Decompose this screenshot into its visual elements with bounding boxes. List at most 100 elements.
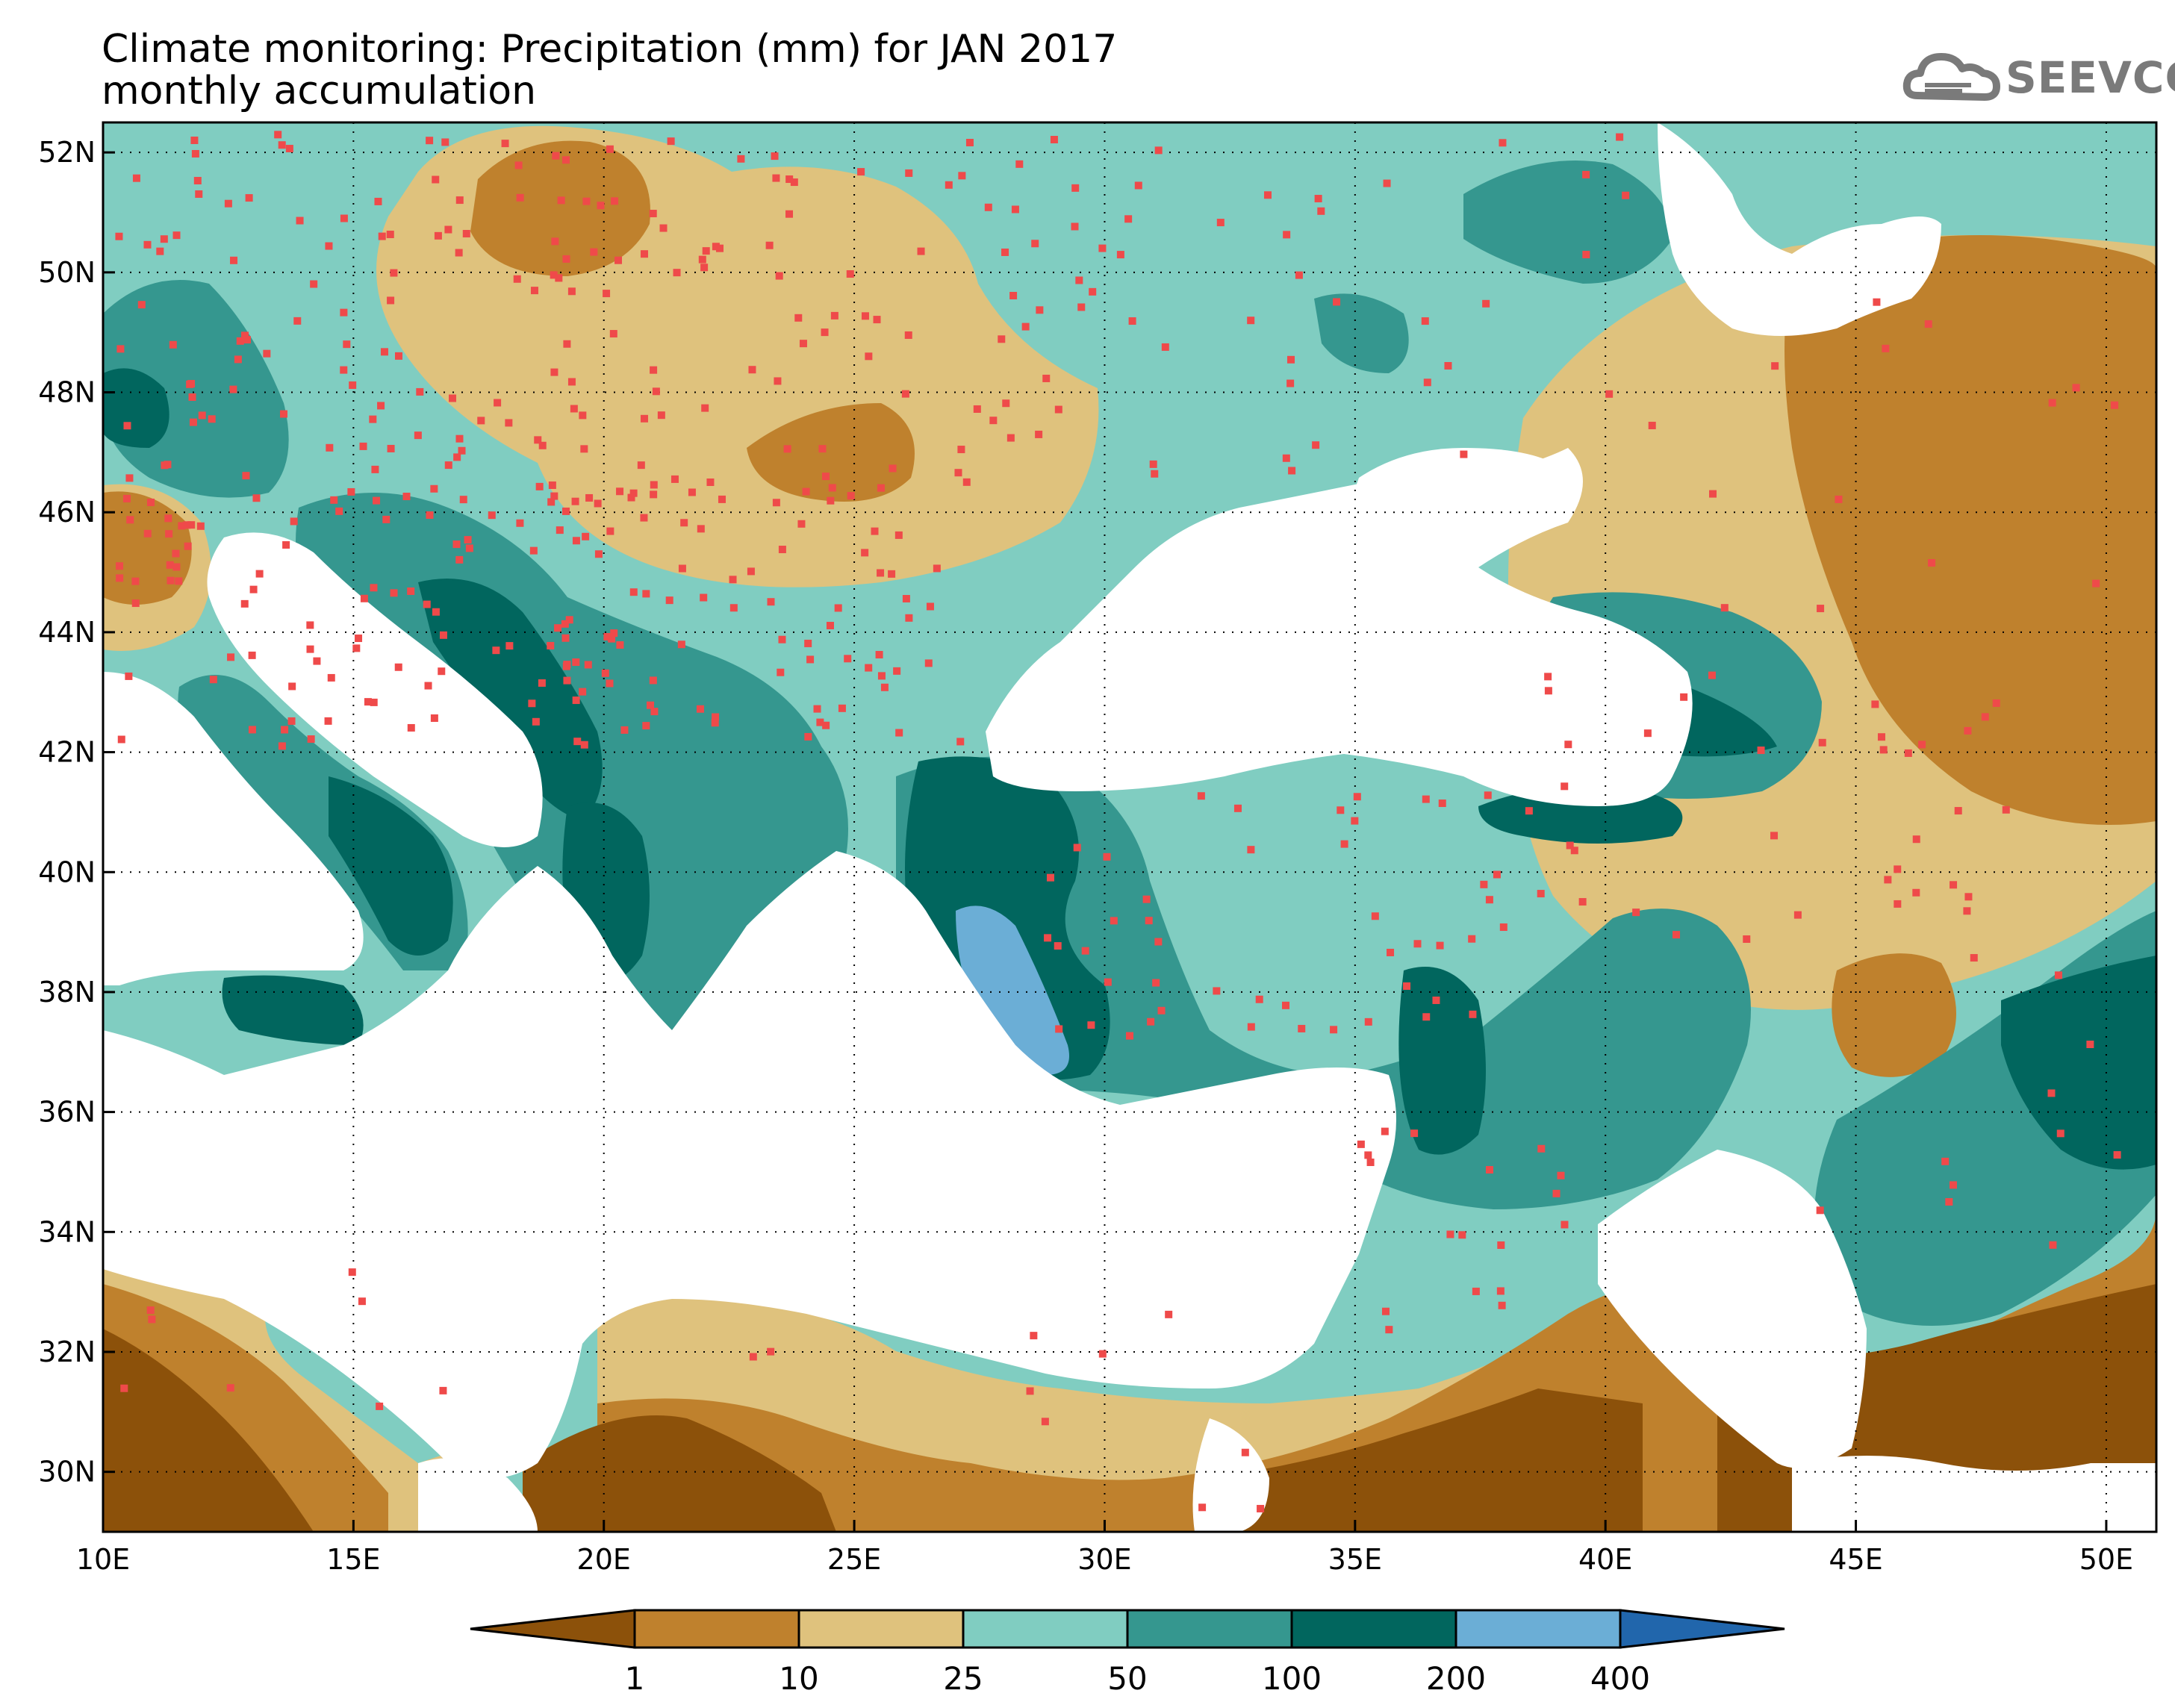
station-marker: [1050, 136, 1058, 144]
station-marker: [712, 713, 720, 721]
lat-tick-label: 30N: [38, 1456, 96, 1489]
lat-tick-label: 46N: [38, 496, 96, 529]
station-marker: [175, 577, 183, 585]
station-marker: [2047, 1089, 2056, 1097]
station-marker: [1283, 231, 1291, 239]
station-marker: [1134, 181, 1142, 190]
station-marker: [603, 290, 611, 298]
station-marker: [156, 247, 164, 255]
station-marker: [347, 487, 355, 496]
station-marker: [376, 1402, 384, 1410]
station-marker: [802, 487, 810, 496]
station-marker: [2056, 1129, 2064, 1138]
station-marker: [572, 658, 580, 666]
region-brown-central: [747, 403, 915, 502]
lat-tick-label: 40N: [38, 855, 96, 888]
station-marker: [1482, 299, 1490, 308]
station-marker: [327, 673, 335, 682]
station-marker: [834, 604, 842, 612]
station-marker: [423, 600, 431, 608]
station-marker: [893, 667, 901, 675]
station-marker: [1149, 460, 1157, 468]
station-marker: [227, 653, 235, 661]
station-marker: [1154, 938, 1163, 946]
station-marker: [816, 718, 824, 726]
station-marker: [678, 564, 686, 573]
station-marker: [1570, 847, 1578, 855]
station-marker: [551, 237, 559, 246]
station-marker: [570, 405, 578, 413]
station-marker: [772, 174, 780, 182]
station-marker: [957, 446, 965, 454]
station-marker: [1087, 1021, 1095, 1029]
station-marker: [737, 155, 745, 163]
station-marker: [561, 156, 570, 164]
station-marker: [516, 193, 524, 202]
station-marker: [665, 596, 673, 605]
station-marker: [565, 616, 573, 624]
station-marker: [973, 405, 981, 413]
lat-tick-label: 48N: [38, 376, 96, 409]
station-marker: [567, 287, 576, 296]
station-marker: [394, 663, 402, 671]
station-marker: [1924, 320, 1932, 328]
station-marker: [1499, 139, 1507, 147]
station-marker: [1366, 1158, 1375, 1166]
station-marker: [387, 444, 395, 452]
colorbar-label: 200: [1426, 1660, 1486, 1697]
station-marker: [1006, 434, 1015, 442]
station-marker: [616, 487, 624, 496]
station-marker: [116, 562, 124, 570]
station-marker: [364, 698, 372, 706]
station-marker: [830, 311, 838, 320]
station-marker: [306, 621, 314, 629]
station-marker: [729, 604, 738, 612]
station-marker: [945, 181, 953, 189]
station-marker: [349, 381, 357, 389]
station-marker: [143, 529, 152, 537]
mask-nodata-iraq: [1598, 1150, 1867, 1468]
station-marker: [532, 717, 540, 726]
station-marker: [1364, 1017, 1372, 1026]
station-marker: [614, 256, 623, 264]
station-marker: [1720, 604, 1729, 612]
lon-tick-label: 40E: [1578, 1543, 1632, 1576]
station-marker: [924, 659, 933, 667]
region-teal-ukraine: [1314, 293, 1409, 373]
station-marker: [534, 436, 542, 444]
station-marker: [657, 411, 665, 420]
station-marker: [594, 499, 602, 508]
station-marker: [580, 741, 588, 749]
region-darkbrown-sw: [103, 1329, 314, 1532]
station-marker: [962, 478, 971, 486]
station-marker: [1578, 898, 1587, 906]
station-marker: [1436, 941, 1444, 950]
station-marker: [794, 314, 803, 322]
station-marker: [1046, 873, 1054, 882]
station-marker: [861, 549, 869, 557]
station-marker: [455, 434, 464, 443]
station-markers: [115, 131, 2121, 1512]
station-marker: [374, 197, 382, 205]
station-marker: [115, 232, 123, 240]
station-marker: [1241, 1448, 1249, 1456]
station-marker: [1286, 379, 1295, 387]
station-marker: [1145, 917, 1153, 925]
station-marker: [535, 482, 544, 490]
station-marker: [432, 175, 440, 184]
colorbar-labels: 1 10 25 50 100 200 400: [625, 1660, 1650, 1697]
station-marker: [785, 175, 794, 184]
station-marker: [1371, 912, 1379, 920]
region-darkteal-levant: [1398, 967, 1486, 1155]
station-marker: [538, 679, 546, 687]
station-marker: [1643, 729, 1652, 738]
station-marker: [195, 190, 203, 198]
station-marker: [183, 521, 191, 529]
station-marker: [126, 516, 134, 524]
station-marker: [1817, 605, 1825, 613]
station-marker: [230, 256, 238, 264]
station-marker: [1557, 1171, 1565, 1179]
station-marker: [557, 196, 565, 205]
station-marker: [2049, 1241, 2057, 1249]
colorbar-label: 400: [1590, 1660, 1650, 1697]
